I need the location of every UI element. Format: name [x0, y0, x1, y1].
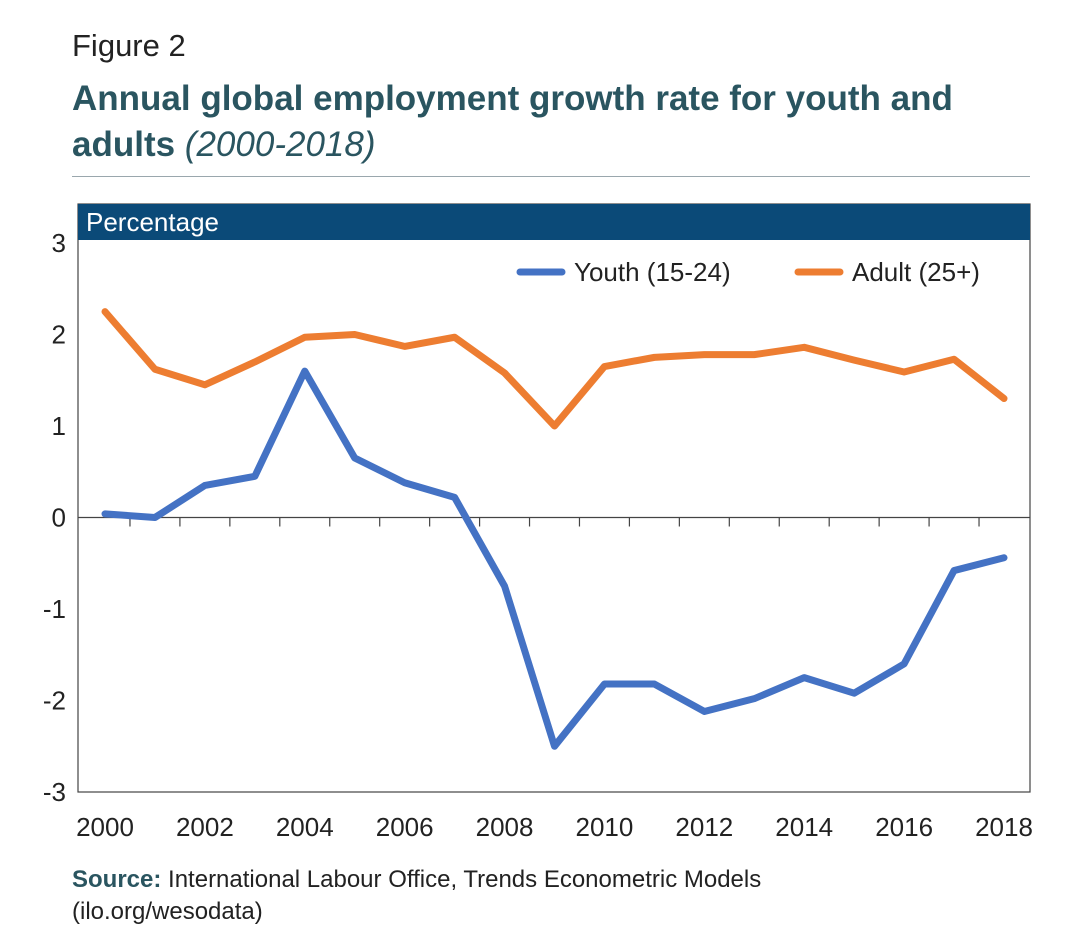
y-tick-label: 1 [52, 411, 66, 441]
x-tick-labels: 2000 2002 2004 2006 2008 2010 2012 2014 2016 2018 [76, 812, 1033, 842]
data-point [601, 363, 608, 370]
figure-label: Figure 2 [72, 28, 186, 63]
figure-title-period: 2000-2018 [196, 125, 364, 164]
plot-frame [77, 203, 1031, 793]
x-tick-label: 2004 [276, 812, 334, 842]
x-tick-label: 2006 [376, 812, 434, 842]
x-tick-label: 2018 [975, 812, 1033, 842]
data-point [901, 369, 908, 376]
source-label: Source: [72, 866, 162, 893]
data-point [251, 358, 258, 365]
data-point [701, 708, 708, 715]
legend-label-youth: Youth (15-24) [574, 257, 731, 287]
x-tick-marks [129, 517, 980, 527]
x-tick-label: 2010 [576, 812, 634, 842]
data-point [851, 690, 858, 697]
data-point [601, 681, 608, 688]
y-tick-label: 0 [52, 503, 66, 533]
data-point [551, 743, 558, 750]
data-point [102, 510, 108, 517]
data-point [1001, 554, 1007, 561]
x-tick-label: 2002 [176, 812, 234, 842]
data-point [751, 351, 758, 358]
figure-title: Annual global employment growth rate for… [72, 76, 1032, 168]
data-point [851, 357, 858, 364]
data-point [451, 334, 458, 341]
data-point [701, 351, 708, 358]
data-point [201, 482, 208, 489]
data-point [551, 423, 558, 429]
legend: Youth (15-24) Adult (25+) [516, 257, 980, 287]
y-tick-label: -2 [43, 686, 66, 716]
series-line-adult [101, 308, 1008, 430]
x-tick-label: 2014 [775, 812, 833, 842]
source-text: International Labour Office, Trends Econ… [168, 866, 762, 893]
figure-title-paren-close: ) [363, 125, 376, 164]
data-point [351, 331, 358, 338]
y-axis-label: Percentage [86, 207, 219, 237]
source-note: Source: International Labour Office, Tre… [72, 864, 761, 928]
data-point [501, 369, 508, 376]
y-tick-label: 2 [52, 320, 66, 350]
data-point [801, 344, 808, 351]
data-point [301, 334, 308, 341]
y-tick-label: 3 [52, 228, 66, 258]
data-point [251, 473, 258, 480]
legend-label-adult: Adult (25+) [852, 257, 980, 287]
data-point [151, 514, 158, 521]
data-point [102, 308, 108, 315]
data-point [951, 567, 958, 574]
data-point [151, 366, 158, 373]
figure-title-main: Annual global employment growth rate for… [72, 79, 953, 164]
data-point [1001, 395, 1007, 402]
data-point [901, 660, 908, 667]
data-point [651, 681, 658, 688]
x-tick-label: 2012 [675, 812, 733, 842]
figure-title-paren-open: ( [175, 125, 197, 164]
data-point [651, 354, 658, 361]
x-tick-label: 2000 [76, 812, 134, 842]
data-point [451, 494, 458, 501]
y-tick-label: -3 [43, 777, 66, 807]
title-divider [72, 176, 1030, 177]
data-point [401, 343, 408, 350]
data-point [351, 455, 358, 462]
data-point [951, 356, 958, 363]
ylabel-band [78, 204, 1030, 240]
source-link: (ilo.org/wesodata) [72, 898, 263, 925]
data-point [201, 381, 208, 388]
data-point [501, 583, 508, 590]
y-tick-label: -1 [43, 594, 66, 624]
data-point [751, 695, 758, 702]
x-tick-label: 2016 [875, 812, 933, 842]
x-tick-label: 2008 [476, 812, 534, 842]
data-point [301, 368, 308, 375]
data-point [801, 674, 808, 681]
data-point [401, 479, 408, 486]
series-layer [101, 308, 1008, 750]
y-tick-labels: 3 2 1 0 -1 -2 -3 [43, 228, 66, 807]
